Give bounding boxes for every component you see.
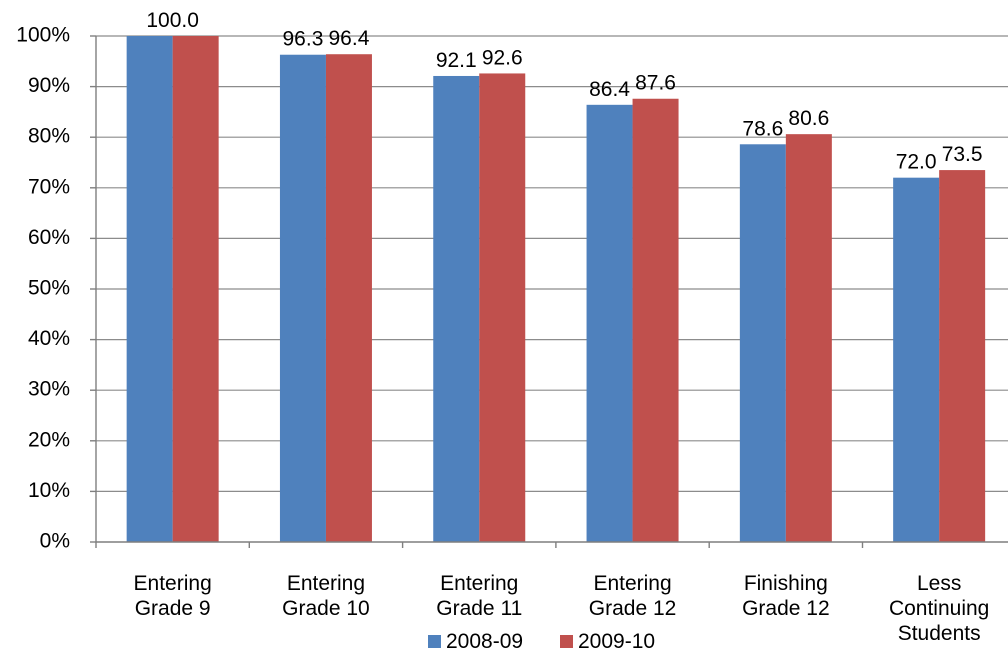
category-label: Finishing xyxy=(744,572,828,595)
y-tick-label: 90% xyxy=(28,74,70,97)
data-label: 86.4 xyxy=(589,78,630,101)
bar-2008-09-3 xyxy=(586,104,633,542)
category-label: Less xyxy=(917,572,961,595)
category-label: Entering xyxy=(593,572,671,595)
y-tick-label: 30% xyxy=(28,378,70,401)
category-label: Grade 10 xyxy=(282,597,370,620)
y-tick-label: 40% xyxy=(28,327,70,350)
category-label: Continuing xyxy=(889,597,989,620)
category-label: Grade 12 xyxy=(742,597,830,620)
y-tick-labels: 0% 10% 20% 30% 40% 50% 60% 70% 80% 90% 100% xyxy=(16,24,70,553)
axes xyxy=(90,35,1008,548)
gridlines xyxy=(96,35,1008,492)
y-tick-label: 10% xyxy=(28,479,70,502)
data-label: 96.4 xyxy=(329,27,370,50)
data-label: 73.5 xyxy=(942,143,983,166)
bar-2009-10-2 xyxy=(479,73,526,542)
legend: 2008-09 2009-10 xyxy=(428,630,655,653)
bar-2009-10-4 xyxy=(785,134,832,542)
data-label: 78.6 xyxy=(742,117,783,140)
bar-2008-09-4 xyxy=(739,144,786,542)
bar-2008-09-0 xyxy=(126,36,173,542)
data-label: 100.0 xyxy=(146,9,199,32)
bar-2009-10-1 xyxy=(325,54,372,542)
y-tick-label: 50% xyxy=(28,277,70,300)
data-label: 92.1 xyxy=(436,49,477,72)
bar-2009-10-3 xyxy=(632,98,679,542)
y-tick-label: 100% xyxy=(16,24,70,47)
data-label: 80.6 xyxy=(788,107,829,130)
category-label: Entering xyxy=(440,572,518,595)
y-tick-label: 0% xyxy=(40,530,70,553)
bar-2008-09-1 xyxy=(279,54,326,543)
category-label: Grade 12 xyxy=(589,597,677,620)
y-tick-label: 70% xyxy=(28,175,70,198)
bar-2009-10-0 xyxy=(172,36,219,542)
data-label: 96.3 xyxy=(283,28,324,51)
bar-2008-09-2 xyxy=(433,75,480,542)
category-label: Entering xyxy=(287,572,365,595)
category-label: Students xyxy=(898,622,981,645)
legend-label: 2009-10 xyxy=(578,630,655,653)
legend-swatch-2008-09 xyxy=(428,635,441,648)
data-labels: 100.0 96.3 96.4 92.1 92.6 86.4 87.6 78.6 80.6 72.… xyxy=(146,9,982,174)
data-label: 87.6 xyxy=(635,72,676,95)
y-tick-label: 80% xyxy=(28,125,70,148)
data-label: 92.6 xyxy=(482,46,523,69)
category-label: Grade 11 xyxy=(436,597,522,620)
bars xyxy=(126,36,986,543)
data-label: 72.0 xyxy=(896,151,937,174)
category-label: Grade 9 xyxy=(135,597,211,620)
y-tick-label: 20% xyxy=(28,428,70,451)
bar-2009-10-5 xyxy=(939,170,986,542)
legend-swatch-2009-10 xyxy=(560,635,573,648)
y-tick-label: 60% xyxy=(28,226,70,249)
category-label: Entering xyxy=(134,572,212,595)
bar-2008-09-5 xyxy=(893,177,940,542)
legend-label: 2008-09 xyxy=(446,630,523,653)
